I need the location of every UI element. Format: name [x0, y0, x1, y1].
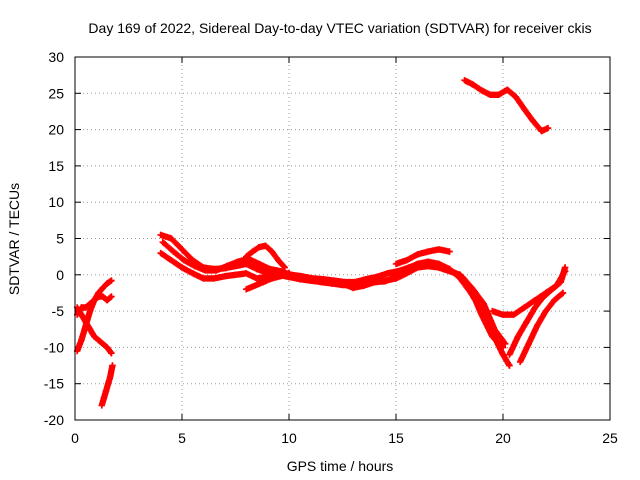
data-point: [561, 264, 569, 271]
data-point: [506, 362, 513, 369]
series-track-j: [392, 246, 453, 268]
grid: [75, 57, 610, 420]
y-axis-label: SDTVAR / TECUs: [6, 183, 22, 295]
marker-run: [470, 287, 487, 307]
y-tick-label: -10: [44, 339, 64, 355]
y-tick-label: 30: [48, 49, 64, 65]
data-point: [501, 340, 509, 347]
y-tick-label: -5: [52, 303, 65, 319]
marker-run: [179, 247, 196, 264]
series-track-d: [98, 362, 116, 409]
data-point: [108, 277, 115, 284]
series-track-n: [461, 77, 552, 135]
series-track-l: [506, 264, 569, 358]
marker-run: [492, 327, 509, 347]
y-tick-label: 15: [48, 158, 64, 174]
marker-run: [169, 236, 186, 253]
y-tick-label: 0: [56, 267, 64, 283]
series-track-f: [157, 249, 507, 351]
data-point: [446, 248, 453, 255]
data-point: [281, 264, 288, 271]
marker-run: [460, 274, 477, 293]
x-tick-label: 20: [495, 430, 511, 446]
x-tick-label: 0: [71, 430, 79, 446]
x-tick-labels: 0 5 10 15 20 25: [71, 430, 618, 446]
data-point: [109, 362, 116, 369]
y-tick-labels: -20 -15 -10 -5 0 5 10 15 20 25 30: [44, 49, 64, 428]
x-axis-label: GPS time / hours: [287, 458, 394, 474]
marker-run: [490, 334, 507, 351]
series-track-i: [243, 270, 293, 293]
data-point: [499, 344, 507, 351]
series-track-m: [516, 289, 567, 366]
series-track-c: [73, 293, 115, 318]
y-tick-label: -20: [44, 412, 64, 428]
x-tick-label: 10: [281, 430, 297, 446]
series-track-e: [157, 231, 513, 369]
data-point: [559, 289, 567, 297]
y-tick-label: 10: [48, 194, 64, 210]
plot-frame: [74, 56, 611, 421]
series-track-h: [243, 242, 288, 271]
y-tick-label: 25: [48, 85, 64, 101]
y-tick-label: 20: [48, 122, 64, 138]
marker-run: [522, 107, 537, 125]
series-track-k: [489, 267, 569, 318]
y-tick-label: 5: [56, 231, 64, 247]
series-track-g: [159, 238, 509, 347]
data-point: [285, 270, 293, 277]
data-point: [108, 350, 115, 357]
marker-run: [513, 95, 528, 113]
x-tick-label: 5: [178, 430, 186, 446]
data-point: [544, 124, 552, 132]
x-tick-label: 25: [602, 430, 618, 446]
y-tick-label: -15: [44, 376, 64, 392]
data-point: [108, 293, 115, 300]
chart-title: Day 169 of 2022, Sidereal Day-to-day VTE…: [88, 20, 591, 36]
data-points: [73, 77, 569, 409]
x-tick-label: 15: [388, 430, 404, 446]
